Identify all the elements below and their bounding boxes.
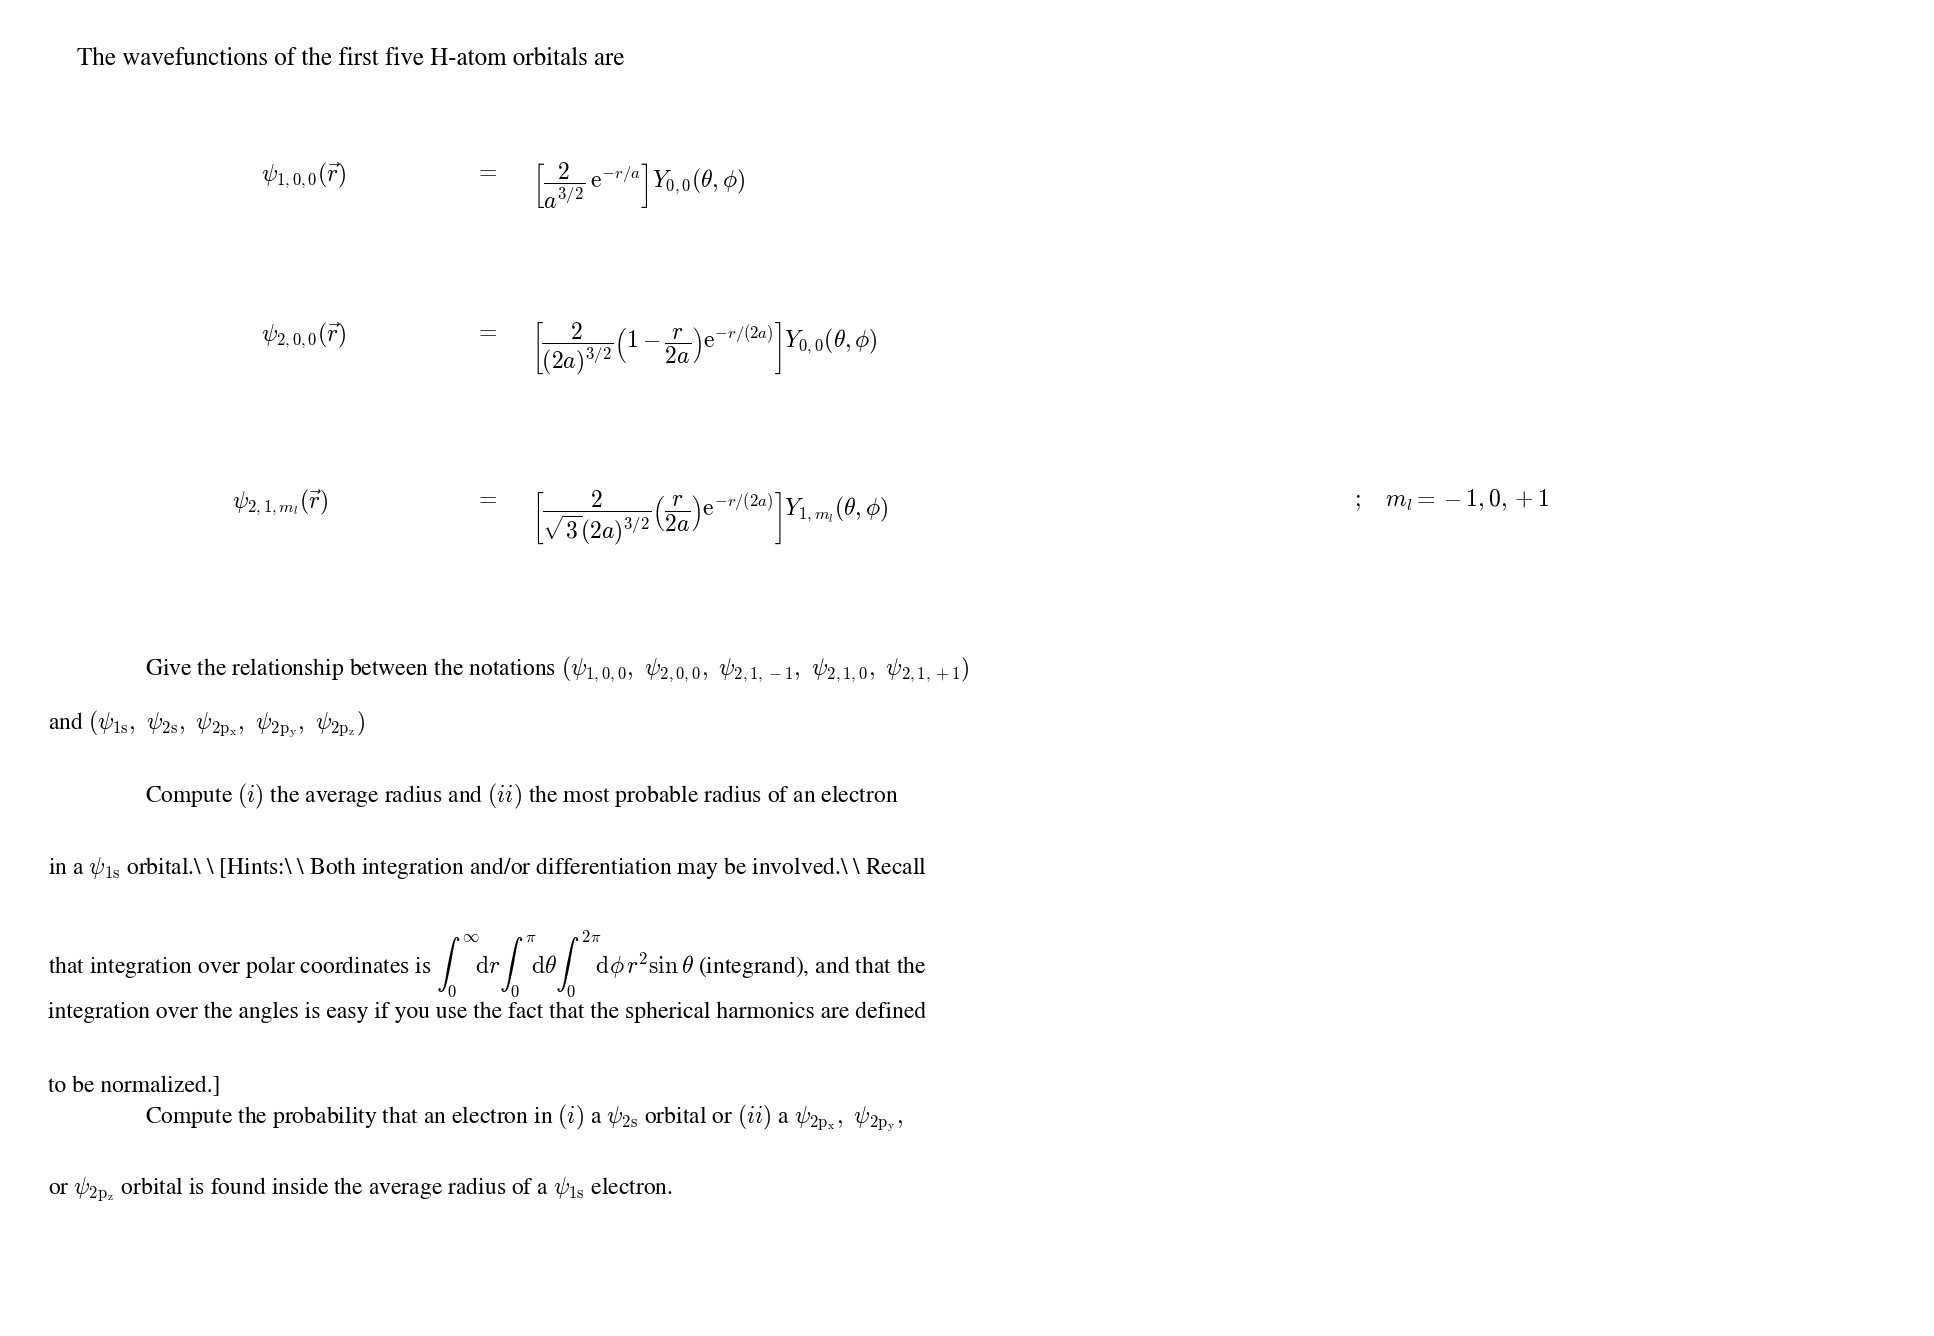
- Text: The wavefunctions of the first five H-atom orbitals are: The wavefunctions of the first five H-at…: [77, 47, 625, 71]
- Text: $=$: $=$: [474, 488, 497, 509]
- Text: $\psi_{2,0,0}(\vec{r})$: $\psi_{2,0,0}(\vec{r})$: [261, 321, 346, 350]
- Text: $\left[\dfrac{2}{(2a)^{3/2}}\left(1 - \dfrac{r}{2a}\right)\mathrm{e}^{-r/(2a)}\r: $\left[\dfrac{2}{(2a)^{3/2}}\left(1 - \d…: [532, 321, 878, 378]
- Text: integration over the angles is easy if you use the fact that the spherical harmo: integration over the angles is easy if y…: [48, 1002, 926, 1023]
- Text: $;\quad m_l = -1, 0, +1$: $;\quad m_l = -1, 0, +1$: [1354, 488, 1549, 513]
- Text: Give the relationship between the notations $(\psi_{1,0,0},\ \psi_{2,0,0},\ \psi: Give the relationship between the notati…: [145, 655, 969, 684]
- Text: and $(\psi_{\mathrm{1s}},\ \psi_{\mathrm{2s}},\ \psi_{\mathrm{2p_x}},\ \psi_{\ma: and $(\psi_{\mathrm{1s}},\ \psi_{\mathrm…: [48, 708, 366, 740]
- Text: to be normalized.]: to be normalized.]: [48, 1075, 220, 1097]
- Text: $\psi_{1,0,0}(\vec{r})$: $\psi_{1,0,0}(\vec{r})$: [261, 160, 346, 190]
- Text: $=$: $=$: [474, 160, 497, 182]
- Text: $=$: $=$: [474, 321, 497, 342]
- Text: Compute the probability that an electron in $(i)$ a $\psi_{\mathrm{2s}}$ orbital: Compute the probability that an electron…: [145, 1102, 903, 1134]
- Text: that integration over polar coordinates is $\int_0^{\infty}\!\mathrm{d}r\int_0^{: that integration over polar coordinates …: [48, 929, 926, 999]
- Text: in a $\psi_{\mathrm{1s}}$ orbital.\ \ [Hints:\ \ Both integration and/or differe: in a $\psi_{\mathrm{1s}}$ orbital.\ \ [H…: [48, 855, 928, 880]
- Text: $\left[\dfrac{2}{\sqrt{3}(2a)^{3/2}}\left(\dfrac{r}{2a}\right)\mathrm{e}^{-r/(2a: $\left[\dfrac{2}{\sqrt{3}(2a)^{3/2}}\lef…: [532, 488, 888, 546]
- Text: Compute $(i)$ the average radius and $(ii)$ the most probable radius of an elect: Compute $(i)$ the average radius and $(i…: [145, 782, 899, 811]
- Text: $\left[\dfrac{2}{a^{3/2}}\,\mathrm{e}^{-r/a}\right]Y_{0,0}(\theta,\phi)$: $\left[\dfrac{2}{a^{3/2}}\,\mathrm{e}^{-…: [532, 160, 745, 211]
- Text: or $\psi_{\mathrm{2p_z}}$ orbital is found inside the average radius of a $\psi_: or $\psi_{\mathrm{2p_z}}$ orbital is fou…: [48, 1176, 673, 1204]
- Text: $\psi_{2,1,m_l}(\vec{r})$: $\psi_{2,1,m_l}(\vec{r})$: [232, 488, 329, 517]
